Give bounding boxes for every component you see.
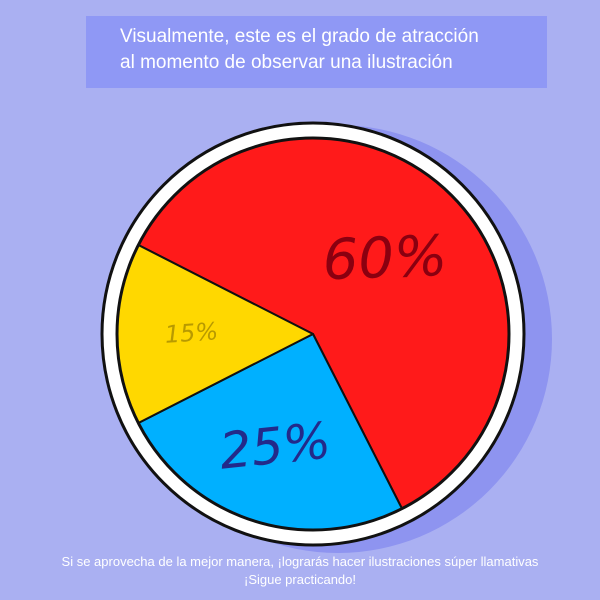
- slice-label-60: 60%: [322, 224, 449, 293]
- slice-label-15: 15%: [164, 317, 219, 349]
- footer: Si se aprovecha de la mejor manera, ¡log…: [0, 553, 600, 589]
- footer-line-1: Si se aprovecha de la mejor manera, ¡log…: [0, 553, 600, 571]
- slice-label-25: 25%: [217, 411, 334, 480]
- footer-line-2: ¡Sigue practicando!: [0, 571, 600, 589]
